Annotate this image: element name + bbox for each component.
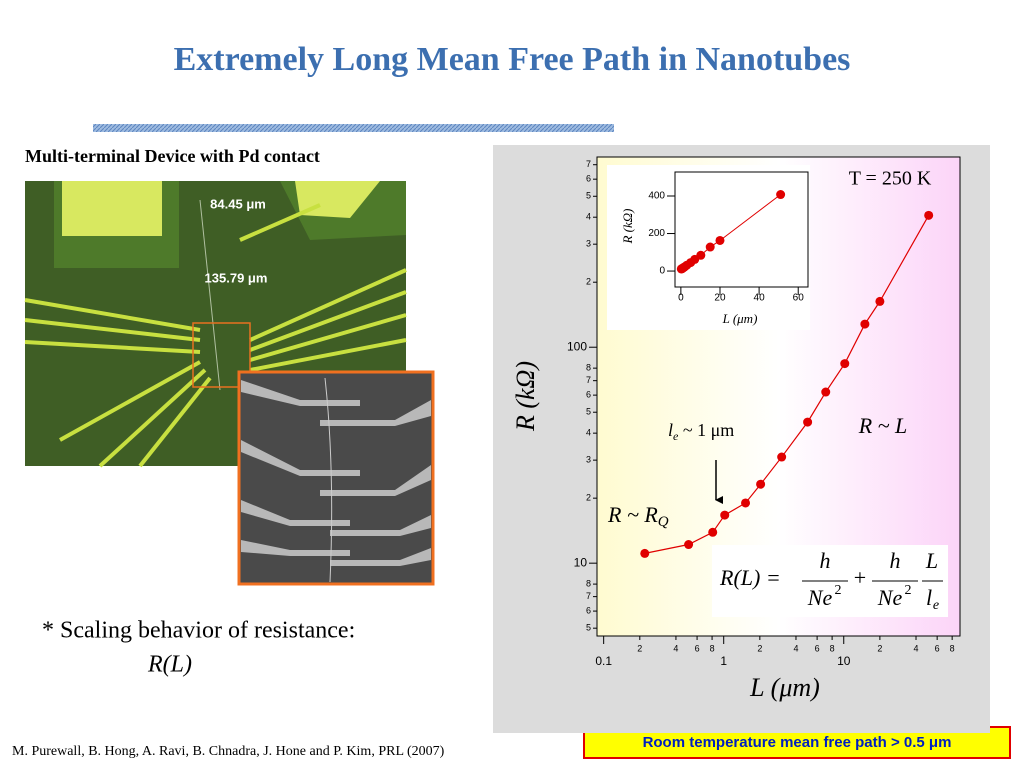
y-tick-label: 7	[586, 591, 591, 601]
text-part: ~ 1 μm	[678, 420, 734, 440]
y-tick-label: 7	[586, 159, 591, 169]
x-tick-label: 4	[673, 643, 678, 653]
data-point	[756, 479, 766, 489]
equation-part: 2	[905, 583, 912, 598]
y-tick-label: 200	[648, 228, 665, 239]
y-tick-label: 400	[648, 191, 665, 202]
data-point	[640, 548, 650, 558]
text-part: Q	[658, 514, 669, 530]
annotation: le ~ 1 μm	[668, 420, 734, 443]
equation-part: R(L) =	[719, 565, 781, 590]
y-axis-label: R (kΩ)	[511, 361, 540, 432]
data-point	[720, 510, 730, 520]
y-tick-label: 2	[586, 493, 591, 503]
photo-label: 84.45 μm	[210, 196, 266, 211]
equation-part: Ne	[877, 585, 903, 610]
annotation: T = 250 K	[849, 168, 932, 190]
equation-part: Ne	[807, 585, 833, 610]
text-part: l	[668, 420, 673, 440]
x-tick-label: 1	[720, 654, 727, 668]
y-tick-label: 5	[586, 407, 591, 417]
bullet-formula: R(L)	[147, 652, 192, 678]
y-tick-label: 4	[586, 212, 591, 222]
device-caption: Multi-terminal Device with Pd contact	[25, 146, 320, 166]
equation-part: e	[933, 598, 939, 613]
x-tick-label: 2	[757, 643, 762, 653]
y-tick-label: 100	[567, 339, 587, 353]
x-tick-label: 0	[678, 293, 684, 304]
y-tick-label: 6	[586, 605, 591, 615]
y-tick-label: 8	[586, 578, 591, 588]
x-tick-label: 40	[754, 293, 766, 304]
y-tick-label: 4	[586, 428, 591, 438]
data-point	[803, 417, 813, 427]
data-point	[875, 296, 885, 306]
equation-part: L	[925, 548, 938, 573]
x-tick-label: 6	[695, 643, 700, 653]
text-part: e	[673, 429, 679, 443]
y-tick-label: 5	[586, 623, 591, 633]
title: Extremely Long Mean Free Path in Nanotub…	[174, 41, 851, 78]
x-axis-label: L (μm)	[722, 311, 758, 326]
x-tick-label: 20	[714, 293, 726, 304]
data-point	[741, 498, 751, 508]
data-point	[924, 210, 934, 220]
y-tick-label: 3	[586, 455, 591, 465]
y-tick-label: 5	[586, 191, 591, 201]
data-point	[715, 235, 725, 245]
equation-part: +	[854, 565, 866, 590]
x-tick-label: 2	[637, 643, 642, 653]
data-point	[696, 250, 706, 260]
x-tick-label: 8	[950, 643, 955, 653]
equation-part: h	[890, 548, 901, 573]
data-point	[705, 242, 715, 252]
y-tick-label: 0	[659, 266, 665, 277]
bullet: * Scaling behavior of resistance:	[42, 618, 355, 644]
equation-part: h	[820, 548, 831, 573]
citation: M. Purewall, B. Hong, A. Ravi, B. Chnadr…	[12, 744, 445, 759]
x-tick-label: 6	[815, 643, 820, 653]
x-tick-label: 8	[830, 643, 835, 653]
x-tick-label: 6	[935, 643, 940, 653]
data-point	[777, 452, 787, 462]
x-tick-label: 60	[793, 293, 805, 304]
device-photo: 84.45 μm 135.79 μm	[24, 181, 407, 468]
y-tick-label: 7	[586, 375, 591, 385]
data-point	[708, 527, 718, 537]
data-point	[860, 319, 870, 329]
data-point	[684, 540, 694, 550]
sem-photo	[237, 370, 435, 586]
data-point	[840, 359, 850, 369]
y-tick-label: 8	[586, 363, 591, 373]
note: Room temperature mean free path > 0.5 μm	[643, 734, 952, 751]
data-point	[776, 190, 786, 200]
inset-plot-area	[674, 171, 809, 288]
text-part: R ~ R	[607, 502, 658, 527]
y-tick-label: 3	[586, 239, 591, 249]
x-tick-label: 8	[710, 643, 715, 653]
title-rule	[93, 124, 614, 132]
equation-part: l	[926, 585, 932, 610]
photo-label: 135.79 μm	[205, 270, 268, 285]
x-tick-label: 2	[877, 643, 882, 653]
y-tick-label: 6	[586, 174, 591, 184]
equation-part: 2	[835, 583, 842, 598]
data-point	[821, 387, 831, 397]
y-tick-label: 6	[586, 390, 591, 400]
annotation: R ~ RQ	[607, 502, 669, 530]
y-tick-label: 10	[574, 555, 588, 569]
x-tick-label: 4	[914, 643, 919, 653]
x-tick-label: 10	[837, 654, 851, 668]
y-tick-label: 2	[586, 277, 591, 287]
x-tick-label: 4	[793, 643, 798, 653]
x-tick-label: 0.1	[595, 654, 612, 668]
x-axis-label: L (μm)	[749, 673, 820, 702]
annotation: R ~ L	[858, 413, 908, 438]
y-axis-label: R (kΩ)	[620, 208, 635, 244]
